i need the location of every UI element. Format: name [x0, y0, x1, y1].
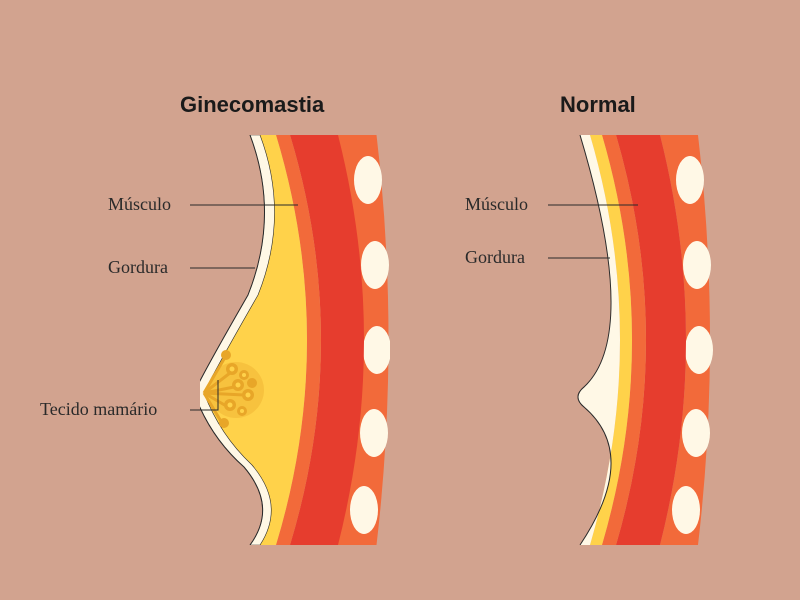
- label-tecido: Tecido mamário: [40, 399, 157, 420]
- leaders: [0, 0, 800, 600]
- label-gordura-right: Gordura: [465, 247, 525, 268]
- label-musculo-right: Músculo: [465, 194, 528, 215]
- label-musculo-left: Músculo: [108, 194, 171, 215]
- label-gordura-left: Gordura: [108, 257, 168, 278]
